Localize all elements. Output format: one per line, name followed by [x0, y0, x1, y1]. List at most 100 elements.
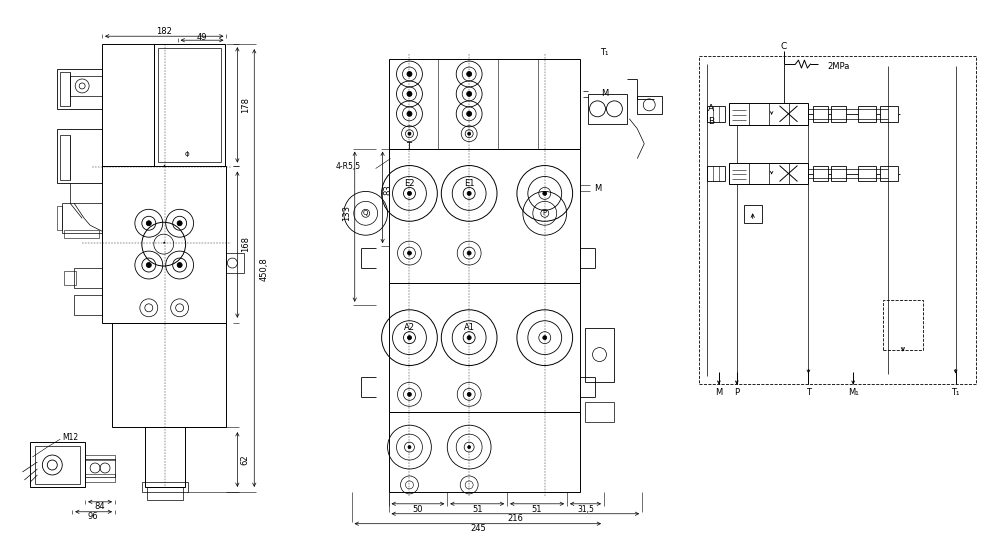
- Bar: [831, 166, 846, 181]
- Text: 51: 51: [472, 506, 482, 514]
- Bar: [145, 427, 185, 487]
- Circle shape: [177, 221, 182, 226]
- Bar: [858, 166, 876, 181]
- Bar: [85, 474, 115, 482]
- Circle shape: [468, 132, 471, 135]
- Circle shape: [146, 221, 151, 226]
- Bar: [57, 69, 102, 109]
- Text: P: P: [543, 210, 547, 216]
- Bar: [707, 166, 725, 181]
- Bar: [880, 166, 898, 181]
- Bar: [154, 44, 225, 166]
- Text: M₁: M₁: [848, 388, 858, 397]
- Bar: [62, 203, 102, 233]
- Circle shape: [407, 336, 411, 340]
- Bar: [729, 103, 808, 125]
- Bar: [813, 106, 828, 122]
- Text: A2: A2: [404, 323, 415, 332]
- Text: 49: 49: [196, 33, 207, 42]
- Text: 245: 245: [470, 524, 486, 533]
- Bar: [142, 482, 188, 492]
- Text: 133: 133: [342, 205, 351, 222]
- Circle shape: [407, 251, 411, 255]
- Bar: [699, 56, 976, 384]
- Text: M: M: [601, 90, 608, 98]
- Bar: [637, 96, 662, 114]
- Bar: [30, 442, 85, 487]
- Text: P: P: [734, 388, 739, 397]
- Circle shape: [407, 192, 411, 195]
- Bar: [57, 129, 102, 184]
- Circle shape: [543, 336, 547, 340]
- Text: T: T: [406, 142, 411, 151]
- Text: 4-R5,5: 4-R5,5: [336, 162, 361, 171]
- Bar: [74, 268, 102, 288]
- Text: B: B: [708, 117, 714, 127]
- Text: 2MPa: 2MPa: [827, 61, 849, 71]
- Text: 182: 182: [156, 27, 172, 36]
- Bar: [389, 412, 580, 492]
- Text: 50: 50: [413, 506, 423, 514]
- Text: E2: E2: [404, 179, 415, 188]
- Text: 62: 62: [241, 454, 250, 465]
- Bar: [858, 106, 876, 122]
- Circle shape: [467, 251, 471, 255]
- Text: A1: A1: [464, 323, 475, 332]
- Text: M: M: [594, 184, 601, 193]
- Text: 51: 51: [532, 506, 542, 514]
- Bar: [226, 253, 244, 273]
- Circle shape: [408, 446, 411, 449]
- Text: 178: 178: [241, 97, 250, 113]
- Bar: [158, 48, 221, 162]
- Bar: [707, 106, 725, 122]
- Text: 83: 83: [383, 184, 392, 195]
- Text: 96: 96: [88, 512, 98, 521]
- Circle shape: [407, 72, 412, 77]
- Text: T: T: [806, 388, 811, 397]
- Bar: [744, 205, 762, 223]
- Text: M: M: [715, 388, 722, 397]
- Bar: [813, 166, 828, 181]
- Bar: [74, 295, 102, 315]
- Bar: [585, 328, 614, 382]
- Text: M12: M12: [62, 433, 78, 441]
- Bar: [85, 459, 115, 477]
- Bar: [147, 487, 183, 500]
- Text: 216: 216: [507, 514, 523, 523]
- Bar: [389, 59, 580, 149]
- Circle shape: [407, 91, 412, 97]
- Circle shape: [467, 393, 471, 396]
- Text: T₁: T₁: [600, 48, 609, 56]
- Text: 168: 168: [241, 236, 250, 252]
- Circle shape: [467, 72, 472, 77]
- Circle shape: [467, 111, 472, 116]
- Text: A: A: [708, 104, 714, 113]
- Bar: [60, 135, 70, 180]
- Bar: [389, 283, 580, 412]
- Circle shape: [146, 263, 151, 268]
- Bar: [64, 230, 99, 238]
- Bar: [588, 94, 627, 124]
- Text: C: C: [780, 42, 787, 50]
- Bar: [102, 166, 226, 323]
- Text: E1: E1: [464, 179, 474, 188]
- Circle shape: [467, 336, 471, 340]
- Text: Q: Q: [363, 210, 368, 216]
- Circle shape: [543, 192, 547, 195]
- Bar: [585, 402, 614, 422]
- Bar: [64, 271, 76, 285]
- Text: 84: 84: [95, 502, 105, 512]
- Bar: [729, 162, 808, 185]
- Circle shape: [177, 263, 182, 268]
- Bar: [35, 446, 80, 484]
- Bar: [880, 106, 898, 122]
- Circle shape: [467, 91, 472, 97]
- Circle shape: [467, 192, 471, 195]
- Text: 31,5: 31,5: [577, 506, 594, 514]
- Bar: [112, 323, 226, 427]
- Text: 450,8: 450,8: [260, 257, 269, 281]
- Bar: [102, 44, 154, 166]
- Circle shape: [408, 132, 411, 135]
- Bar: [883, 300, 923, 350]
- Circle shape: [407, 393, 411, 396]
